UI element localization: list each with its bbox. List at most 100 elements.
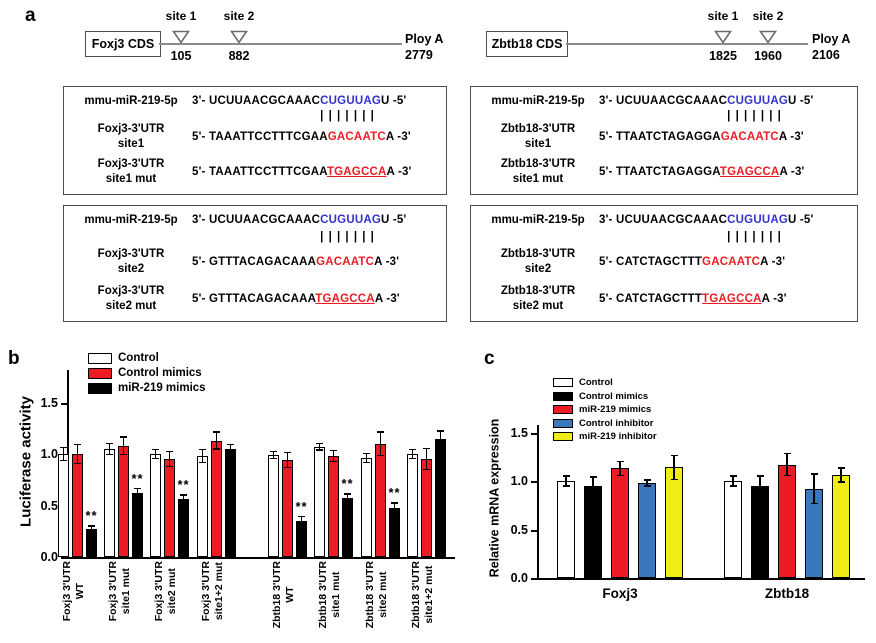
error-bar <box>379 431 382 457</box>
error-bar-cap <box>409 457 416 460</box>
error-bar <box>393 502 396 513</box>
bar-mir-219-mimics-g2 <box>178 499 189 557</box>
bar-control-mimics-g5 <box>328 456 339 557</box>
y-axis-title: Luciferase activity <box>17 396 35 527</box>
y-tick-label: 1.0 <box>40 447 58 461</box>
error-bar-cap <box>783 452 791 455</box>
panel-c-letter: c <box>484 348 495 369</box>
wt-label: Zbtb18-3'UTR site2 <box>500 247 576 275</box>
error-bar <box>365 452 368 464</box>
y-tick <box>531 529 537 532</box>
y-axis <box>537 425 539 580</box>
mirna-sequence: 3'- UCUUAACGCAAACCUGUUAGU -5' <box>192 214 407 227</box>
x-category-label-0: Foxj3 <box>602 586 638 601</box>
error-bar-cap <box>643 479 651 481</box>
error-bar-cap <box>562 475 570 477</box>
error-bar <box>332 449 335 463</box>
mut-row: Foxj3-3'UTR site2 mut 5'- GTTTACAGACAAATG… <box>70 284 440 314</box>
error-bar-cap <box>589 494 597 496</box>
bar-mir-219-mimics-g3 <box>225 448 236 557</box>
polya-position: 2779 <box>405 48 433 62</box>
x-category-text: Foxj3 3'UTR site2 mut <box>152 561 178 622</box>
alignment-box-0: mmu-miR-219-5p 3'- UCUUAACGCAAACCUGUUAGU… <box>63 86 447 195</box>
bar-control-g2 <box>150 454 161 557</box>
bar-control-g7 <box>407 454 418 557</box>
error-bar-cap <box>88 525 95 527</box>
site1-position: 1825 <box>709 49 737 63</box>
site2-label: site 2 <box>223 9 255 23</box>
error-bar-cap <box>423 447 430 450</box>
pairing-bars: 3'- UCUUAACGCAAAC| | | | | | | <box>320 231 375 244</box>
error-bar-cap <box>423 468 430 471</box>
y-axis-title: Relative mRNA expression <box>487 418 501 578</box>
bar-control-mimics-g3 <box>211 440 222 557</box>
error-bar-cap <box>60 459 67 462</box>
bar-control-g1 <box>724 481 742 578</box>
legend-swatch-icon <box>553 378 573 387</box>
error-bar <box>122 436 125 456</box>
error-bar-cap <box>284 466 291 469</box>
error-bar-cap <box>810 473 818 475</box>
error-bar-cap <box>120 453 127 456</box>
mirna-label: mmu-miR-219-5p <box>84 95 178 107</box>
bar-mir-219-mimics-g1 <box>778 464 796 578</box>
significance-stars: ** <box>388 485 401 501</box>
x-category-text: Zbtb18 3'UTR site1+2 mut <box>409 561 435 629</box>
error-bar-cap <box>670 478 678 481</box>
mut-label: Zbtb18-3'UTR site2 mut <box>500 285 576 313</box>
error-bar-cap <box>298 524 305 527</box>
error-bar-cap <box>670 454 678 457</box>
legend-label: Control mimics <box>118 367 202 379</box>
polya-label: Ploy A <box>812 32 851 46</box>
y-tick-label: 1.5 <box>40 395 58 410</box>
y-tick <box>61 557 67 559</box>
error-bar-cap <box>391 502 398 504</box>
error-bar <box>318 442 321 451</box>
error-bar-cap <box>270 457 277 460</box>
alignment-box-2: mmu-miR-219-5p 3'- UCUUAACGCAAACCUGUUAGU… <box>470 86 858 195</box>
pairing-bars: 3'- UCUUAACGCAAAC| | | | | | | <box>727 109 782 122</box>
error-bar-cap <box>643 485 651 487</box>
mut-label: Foxj3-3'UTR site1 mut <box>97 158 165 186</box>
error-bar-cap <box>134 487 141 490</box>
legend-item-4: miR-219 inhibitor <box>553 431 657 442</box>
error-bar-cap <box>180 494 187 496</box>
error-bar-cap <box>316 442 323 445</box>
gene-line <box>566 43 808 45</box>
mirna-label: mmu-miR-219-5p <box>491 214 585 226</box>
error-bar <box>619 460 621 477</box>
legend-item-2: miR-219 mimics <box>88 382 206 394</box>
bar-control-g4 <box>268 455 279 557</box>
site1-marker-triangle-icon <box>714 30 732 44</box>
bar-mir-219-mimics-g5 <box>342 498 353 557</box>
x-category-label-0: Foxj3 3'UTR WT <box>61 561 95 641</box>
error-bar-cap <box>437 445 444 447</box>
error-bar <box>108 442 111 456</box>
x-category-text: Foxj3 3'UTR site1 mut <box>106 561 132 622</box>
mirna-label: mmu-miR-219-5p <box>491 95 585 107</box>
legend-item-3: Control inhibitor <box>553 418 653 429</box>
error-bar-cap <box>810 502 818 505</box>
error-bar-cap <box>344 493 351 495</box>
error-bar-cap <box>729 485 737 487</box>
y-tick <box>531 481 537 483</box>
error-bar <box>201 448 204 464</box>
gene-line <box>159 43 402 45</box>
error-bar-cap <box>330 449 337 452</box>
error-bar-cap <box>756 495 764 497</box>
wt-sequence: 5'- TAAATTCCTTTCGAAGACAATCA -3' <box>192 131 411 144</box>
error-bar <box>732 475 734 487</box>
error-bar-cap <box>199 448 206 451</box>
error-bar-cap <box>166 450 173 453</box>
panel-b-letter: b <box>8 348 20 369</box>
error-bar-cap <box>837 481 845 483</box>
mirna-label: mmu-miR-219-5p <box>84 214 178 226</box>
error-bar-cap <box>199 461 206 464</box>
pairing-row: 3'- UCUUAACGCAAAC| | | | | | | <box>70 231 440 243</box>
legend-label: miR-219 mimics <box>579 404 652 415</box>
legend-swatch-icon <box>88 367 112 379</box>
site2-marker-triangle-icon <box>230 30 248 44</box>
error-bar-cap <box>106 442 113 445</box>
legend-item-0: Control <box>88 352 159 364</box>
error-bar-cap <box>74 443 81 446</box>
